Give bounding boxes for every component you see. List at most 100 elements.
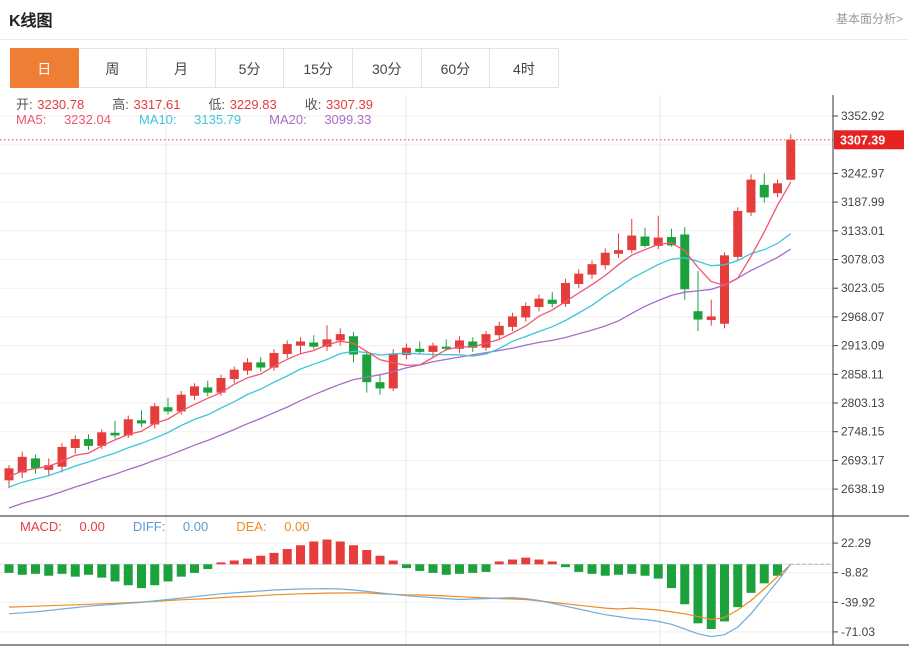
candle-up — [428, 345, 438, 352]
macd-label: MACD: — [20, 519, 62, 534]
macd-hist-bar-down — [4, 564, 14, 573]
candle-up — [720, 255, 729, 324]
tab-15min[interactable]: 15分 — [284, 48, 353, 88]
candle-up — [455, 340, 464, 349]
ma20-value: 3099.33 — [320, 112, 372, 127]
tab-5min[interactable]: 5分 — [215, 48, 285, 88]
candle-up — [70, 439, 80, 448]
candle-up — [176, 394, 186, 412]
macd-hist-bar-down — [587, 564, 597, 574]
macd-diff: DIFF: 0.00 — [133, 519, 222, 534]
ma10-line — [8, 233, 792, 488]
tab-30min[interactable]: 30分 — [352, 48, 422, 88]
macd-hist-bar-up — [547, 561, 557, 565]
candle-up — [123, 419, 133, 436]
tab-4hour[interactable]: 4时 — [490, 48, 559, 88]
macd-axis-label: -8.82 — [841, 566, 869, 580]
macd-hist-bar-down — [481, 564, 491, 572]
candle-down — [309, 342, 319, 347]
candle-up — [786, 139, 796, 180]
candle-down — [468, 341, 478, 348]
macd-hist-bar-up — [243, 558, 252, 565]
candle-up — [322, 339, 332, 347]
low-label: 低: — [208, 97, 226, 112]
candle-down — [256, 362, 266, 368]
macd-hist-bar-down — [110, 564, 120, 582]
candle-down — [441, 346, 451, 349]
macd-macd: MACD: 0.00 — [20, 519, 119, 534]
page-title: K线图 — [9, 13, 53, 30]
current-price-badge — [834, 130, 904, 150]
tab-week[interactable]: 周 — [78, 48, 148, 88]
macd-hist-bar-down — [44, 564, 54, 576]
candle-up — [282, 344, 292, 354]
dea-value: 0.00 — [280, 519, 310, 534]
candle-down — [362, 354, 372, 383]
price-axis-label: 2858.11 — [841, 367, 884, 381]
macd-hist-bar-down — [163, 564, 173, 582]
macd-hist-bar-down — [468, 564, 478, 573]
header-divider — [0, 39, 909, 40]
macd-hist-bar-down — [640, 564, 650, 576]
macd-hist-bar-up — [282, 549, 292, 565]
macd-hist-bar-down — [84, 564, 93, 575]
candle-down — [693, 311, 703, 320]
candle-up — [296, 341, 305, 346]
macd-hist-bar-up — [269, 552, 279, 565]
candle-down — [110, 432, 120, 436]
macd-hist-bar-up — [508, 559, 517, 565]
price-axis-label: 2913.09 — [841, 339, 885, 353]
tab-month[interactable]: 月 — [147, 48, 216, 88]
macd-hist-bar-down — [706, 564, 716, 630]
price-axis-label: 2693.17 — [841, 453, 885, 467]
candle-up — [57, 446, 67, 467]
candle-up — [335, 334, 345, 341]
candle-up — [773, 183, 782, 194]
candle-down — [375, 382, 385, 389]
macd-info: MACD: 0.00 DIFF: 0.00 DEA: 0.00 — [20, 519, 338, 534]
candle-up — [243, 362, 252, 371]
ma-ma20: MA20: 3099.33 — [269, 112, 385, 127]
candle-up — [229, 369, 239, 380]
candle-up — [190, 386, 199, 396]
candle-down — [640, 236, 650, 246]
macd-hist-bar-up — [349, 545, 358, 565]
tab-60min[interactable]: 60分 — [421, 48, 491, 88]
macd-hist-bar-up — [375, 555, 385, 565]
open-label: 开: — [16, 97, 33, 112]
candle-up — [44, 465, 54, 470]
macd-hist-bar-up — [521, 557, 531, 565]
ma5-line — [8, 181, 792, 478]
macd-axis-label: 22.29 — [841, 536, 871, 550]
dea-label: DEA: — [236, 519, 267, 534]
open-value: 3230.78 — [33, 97, 85, 112]
macd-hist-bar-down — [176, 564, 186, 577]
ohlc-close: 收: 3307.39 — [305, 97, 387, 112]
ohlc-info: 开: 3230.78 高: 3317.61 低: 3229.83 收: 3307.39 — [16, 94, 401, 113]
tab-day[interactable]: 日 — [10, 48, 79, 88]
candle-up — [17, 456, 27, 473]
macd-hist-bar-down — [693, 564, 703, 624]
macd-hist-bar-down — [627, 564, 637, 574]
candle-up — [269, 352, 279, 368]
close-label: 收: — [304, 97, 322, 112]
macd-hist-bar-down — [137, 564, 146, 589]
price-axis-label: 2803.13 — [841, 396, 885, 410]
candle-up — [706, 316, 716, 321]
macd-hist-bar-down — [415, 564, 425, 571]
candle-down — [349, 336, 358, 355]
candle-up — [561, 283, 570, 304]
candle-down — [759, 184, 769, 198]
period-tabs: 日周月 5分 15分 30分 60分 4时 — [10, 48, 559, 88]
macd-hist-bar-down — [17, 564, 27, 575]
macd-hist-bar-down — [402, 564, 411, 569]
ma20-line — [8, 248, 792, 509]
fundamental-analysis-link[interactable]: 基本面分析> — [835, 12, 903, 26]
candle-down — [667, 237, 676, 246]
candle-down — [547, 299, 557, 304]
macd-value: 0.00 — [75, 519, 105, 534]
macd-hist-bar-down — [720, 564, 729, 622]
candle-up — [402, 347, 411, 356]
macd-hist-bar-down — [428, 564, 438, 573]
candle-up — [733, 210, 743, 257]
